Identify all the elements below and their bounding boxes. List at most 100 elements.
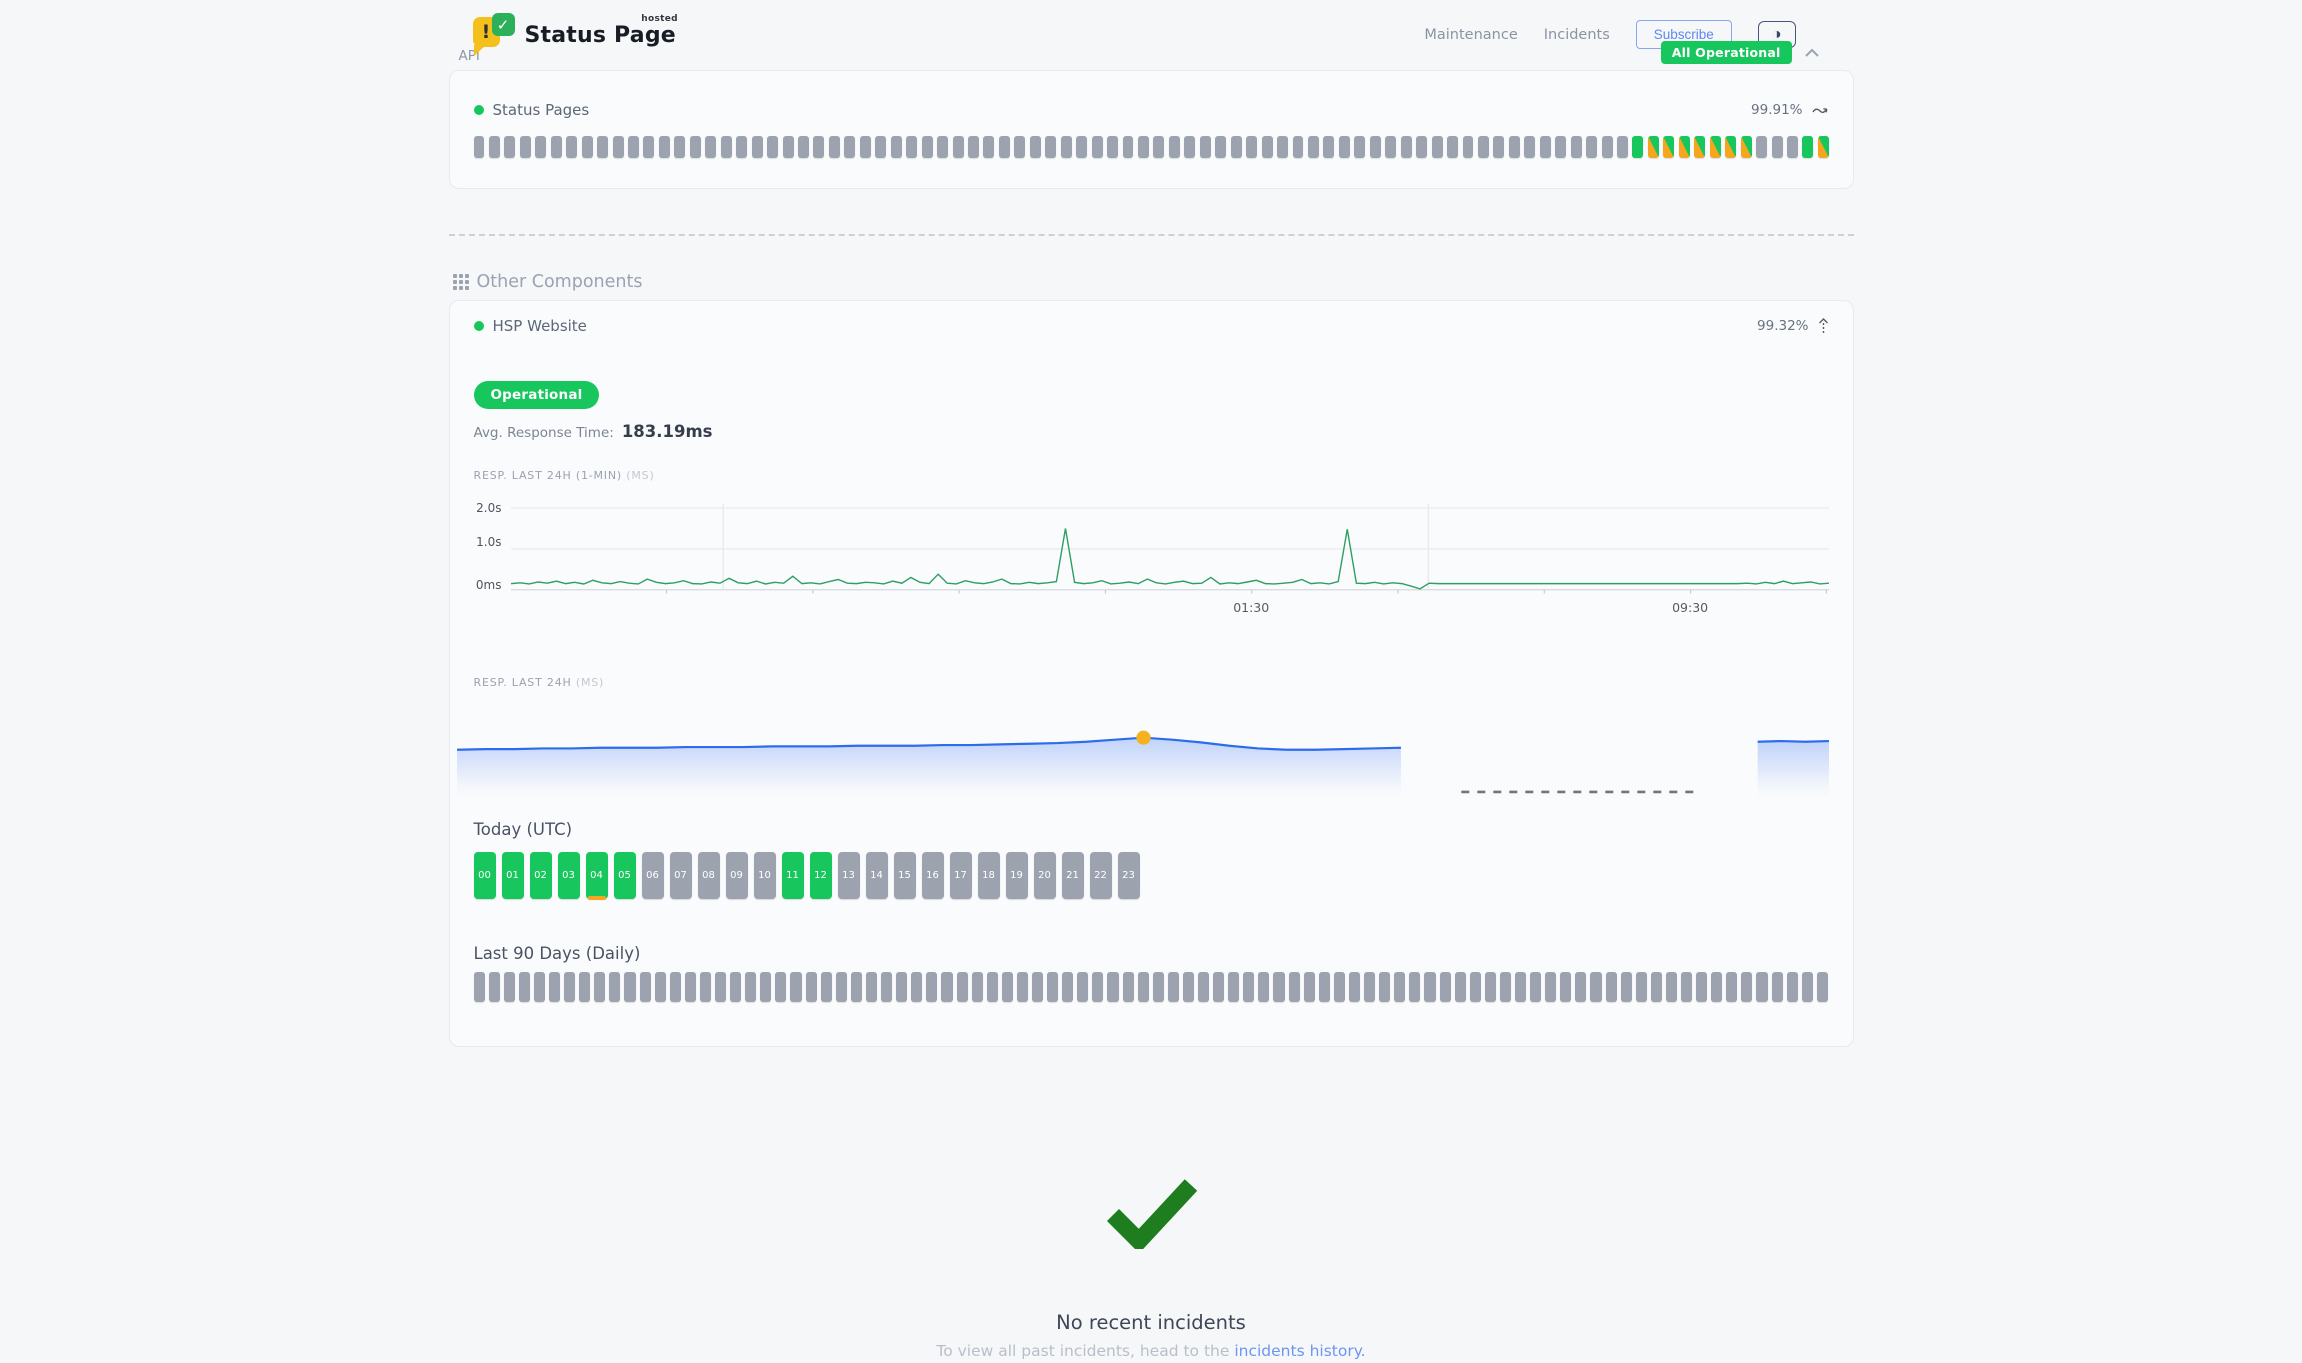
uptime-bar-none[interactable] [1756, 136, 1768, 158]
uptime-bar-mixed[interactable] [1725, 136, 1737, 158]
uptime-bar-none[interactable] [952, 136, 964, 158]
hour-block-16[interactable]: 16 [921, 852, 944, 899]
uptime-bar-none[interactable] [581, 136, 593, 158]
uptime-bar-mixed[interactable] [1333, 972, 1345, 1002]
uptime-bar-none[interactable] [579, 972, 591, 1002]
nav-incidents[interactable]: Incidents [1543, 26, 1610, 43]
hour-block-12[interactable]: 12 [809, 852, 832, 899]
uptime-bar-none[interactable] [612, 136, 624, 158]
uptime-bar-none[interactable] [1014, 136, 1026, 158]
uptime-bar-none[interactable] [1447, 136, 1458, 158]
uptime-bar-none[interactable] [699, 972, 711, 1002]
hour-block-17[interactable]: 17 [949, 852, 972, 899]
uptime-bar-none[interactable] [1756, 972, 1768, 1002]
hour-block-07[interactable]: 07 [669, 852, 692, 899]
hour-block-14[interactable]: 14 [865, 852, 888, 899]
uptime-bar-none[interactable] [1261, 136, 1273, 158]
uptime-bar-none[interactable] [1524, 136, 1536, 158]
uptime-bar-mixed[interactable] [1499, 972, 1511, 1002]
uptime-bar-up[interactable] [1273, 972, 1285, 1002]
uptime-bar-up[interactable] [971, 972, 983, 1002]
uptime-bar-none[interactable] [1354, 136, 1366, 158]
uptime-bar-none[interactable] [1462, 136, 1474, 158]
uptime-bar-mixed[interactable] [1678, 136, 1690, 158]
uptime-bar-up[interactable] [1047, 972, 1059, 1002]
uptime-bar-mixed[interactable] [1694, 136, 1706, 158]
uptime-bar-none[interactable] [1555, 136, 1567, 158]
uptime-bar-none[interactable] [782, 136, 794, 158]
uptime-bar-none[interactable] [745, 972, 757, 1002]
uptime-bar-none[interactable] [890, 136, 902, 158]
uptime-bar-none[interactable] [875, 136, 887, 158]
uptime-bar-none[interactable] [1771, 136, 1783, 158]
uptime-bar-none[interactable] [1400, 136, 1412, 158]
uptime-bar-none[interactable] [628, 136, 639, 158]
uptime-bar-up[interactable] [865, 972, 878, 1002]
uptime-bar-none[interactable] [564, 972, 576, 1002]
uptime-bar-mixed[interactable] [1590, 972, 1602, 1002]
uptime-bar-none[interactable] [1787, 136, 1798, 158]
uptime-bar-none[interactable] [1431, 136, 1443, 158]
uptime-bar-none[interactable] [1601, 136, 1613, 158]
hour-block-00[interactable]: 00 [473, 852, 496, 899]
uptime-bar-up[interactable] [1001, 972, 1013, 1002]
uptime-bar-none[interactable] [705, 136, 717, 158]
uptime-bar-none[interactable] [1586, 136, 1598, 158]
uptime-bar-none[interactable] [488, 136, 500, 158]
uptime-bar-none[interactable] [1508, 136, 1520, 158]
uptime-bar-none[interactable] [639, 972, 651, 1002]
uptime-bar-up[interactable] [1802, 136, 1814, 158]
uptime-bar-up[interactable] [911, 972, 923, 1002]
uptime-bar-mixed[interactable] [1741, 972, 1753, 1002]
uptime-bar-up[interactable] [1575, 972, 1587, 1002]
uptime-bar-mixed[interactable] [1484, 972, 1496, 1002]
uptime-bar-none[interactable] [720, 136, 732, 158]
uptime-bar-none[interactable] [1076, 136, 1088, 158]
uptime-bar-none[interactable] [828, 136, 840, 158]
uptime-bar-up[interactable] [1062, 972, 1074, 1002]
uptime-bar-mixed[interactable] [1258, 972, 1270, 1002]
uptime-bar-none[interactable] [550, 136, 562, 158]
uptime-bar-up[interactable] [881, 972, 893, 1002]
incidents-history-link[interactable]: incidents history. [1234, 1342, 1366, 1360]
brand-logo[interactable]: ! ✓ Status Page hosted [472, 12, 678, 58]
uptime-bar-mixed[interactable] [1213, 972, 1225, 1002]
uptime-bar-mixed[interactable] [1394, 972, 1406, 1002]
uptime-bar-up[interactable] [820, 972, 832, 1002]
uptime-bar-up[interactable] [850, 972, 862, 1002]
uptime-bar-up[interactable] [1635, 972, 1647, 1002]
chevron-up-icon[interactable] [1804, 48, 1820, 58]
uptime-bar-none[interactable] [533, 972, 545, 1002]
uptime-bar-none[interactable] [968, 136, 979, 158]
uptime-bar-none[interactable] [1292, 136, 1304, 158]
uptime-bar-none[interactable] [751, 136, 763, 158]
uptime-bar-none[interactable] [813, 136, 825, 158]
uptime-bar-none[interactable] [674, 136, 686, 158]
uptime-bar-mixed[interactable] [1198, 972, 1210, 1002]
uptime-bar-mixed[interactable] [1364, 972, 1376, 1002]
uptime-bar-none[interactable] [844, 136, 856, 158]
uptime-bar-mixed[interactable] [1288, 972, 1300, 1002]
hour-block-11[interactable]: 11 [781, 852, 804, 899]
uptime-bar-mixed[interactable] [1709, 136, 1721, 158]
uptime-bar-none[interactable] [1786, 972, 1798, 1002]
hour-block-15[interactable]: 15 [893, 852, 916, 899]
uptime-bar-none[interactable] [983, 136, 995, 158]
hour-block-13[interactable]: 13 [837, 852, 860, 899]
uptime-bar-none[interactable] [1369, 136, 1381, 158]
uptime-bar-none[interactable] [1184, 136, 1196, 158]
uptime-bar-none[interactable] [1060, 136, 1072, 158]
uptime-bar-mixed[interactable] [1409, 972, 1421, 1002]
uptime-bar-mixed[interactable] [1801, 972, 1813, 1002]
uptime-bar-mixed[interactable] [1560, 972, 1572, 1002]
uptime-bar-up[interactable] [1137, 972, 1149, 1002]
uptime-bar-none[interactable] [658, 136, 670, 158]
uptime-bar-up[interactable] [941, 972, 953, 1002]
uptime-bar-none[interactable] [1230, 136, 1242, 158]
uptime-bar-mixed[interactable] [1681, 972, 1693, 1002]
uptime-bar-up[interactable] [1122, 972, 1134, 1002]
uptime-bar-mixed[interactable] [1650, 972, 1662, 1002]
uptime-bar-none[interactable] [767, 136, 779, 158]
response-time-chart[interactable]: 2.0s 1.0s 0ms 01:30 09:30 [474, 501, 1829, 620]
uptime-bar-up[interactable] [926, 972, 938, 1002]
